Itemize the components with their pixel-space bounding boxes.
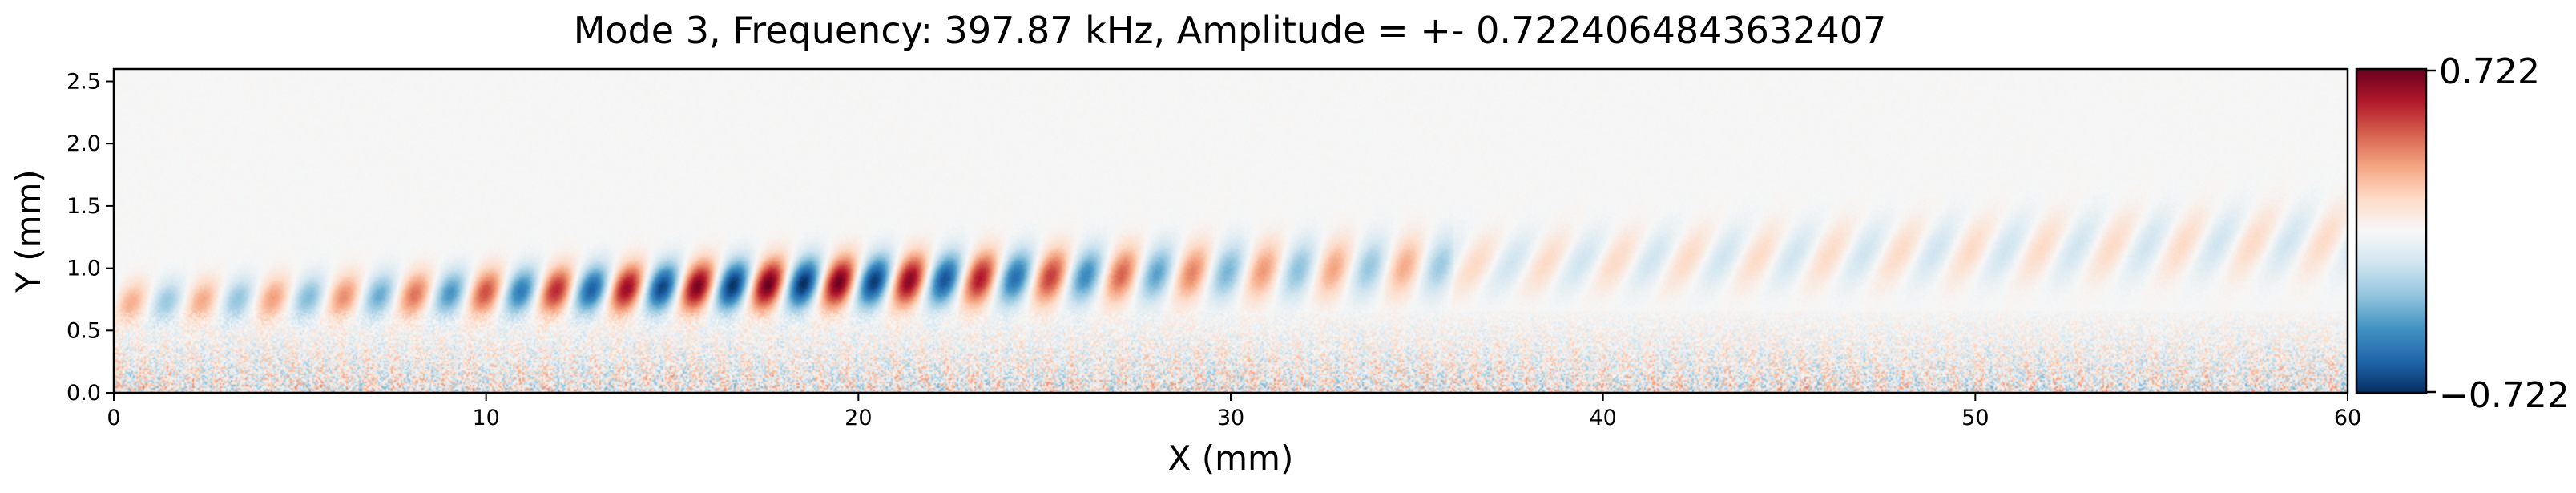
colorbar-max-label: 0.722 xyxy=(2439,51,2540,92)
x-tick-label: 60 xyxy=(2334,406,2361,430)
y-tick-label: 2.0 xyxy=(67,131,101,156)
colorbar: 0.722 −0.722 xyxy=(2355,51,2570,416)
x-tick-label: 40 xyxy=(1589,406,1616,430)
x-tick-label: 10 xyxy=(472,406,499,430)
x-tick-label: 30 xyxy=(1217,406,1244,430)
x-tick-label: 0 xyxy=(107,406,120,430)
x-tick-label: 20 xyxy=(845,406,872,430)
x-tick-label: 50 xyxy=(1961,406,1989,430)
x-axis: 0 10 20 30 40 50 60 xyxy=(107,393,2361,430)
plot-area xyxy=(112,67,2349,394)
y-axis-label: Y (mm) xyxy=(9,169,48,293)
y-tick-label: 1.0 xyxy=(67,257,101,281)
y-tick-label: 1.5 xyxy=(67,194,101,219)
colorbar-min-label: −0.722 xyxy=(2439,375,2570,416)
colorbar-gradient xyxy=(2355,67,2428,394)
y-tick-label: 0.0 xyxy=(67,381,101,406)
x-axis-label: X (mm) xyxy=(1168,438,1294,478)
y-tick-label: 2.5 xyxy=(67,70,101,95)
y-tick-label: 0.5 xyxy=(67,318,101,343)
chart-title: Mode 3, Frequency: 397.87 kHz, Amplitude… xyxy=(574,9,1887,52)
y-axis: 0.0 0.5 1.0 1.5 2.0 2.5 xyxy=(67,70,114,406)
heatmap-image xyxy=(114,69,2348,393)
